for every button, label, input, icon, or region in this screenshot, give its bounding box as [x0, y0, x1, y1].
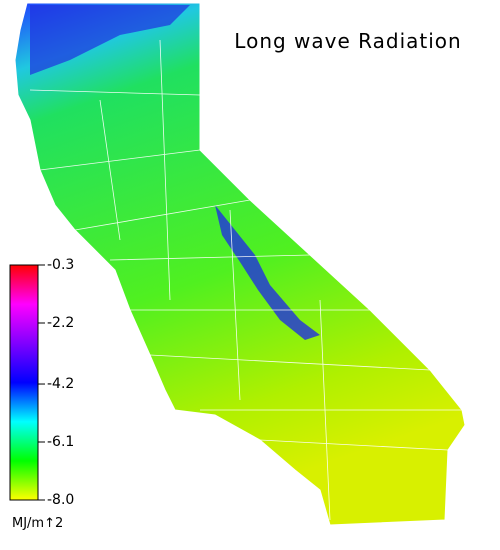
colorbar-tick-label: -0.3 [47, 257, 74, 273]
north-highs [30, 5, 190, 75]
colorbar-tick-label: -8.0 [47, 492, 74, 508]
sierra-highs [215, 205, 320, 340]
california-map [14, 2, 466, 526]
colorbar-unit: MJ/m↑2 [12, 516, 63, 531]
colorbar-tick-label: -4.2 [47, 376, 74, 392]
county-lines [29, 39, 462, 521]
colorbar-scale [9, 264, 39, 501]
colorbar: -0.3 -2.2 -4.2 -6.1 -8.0 [9, 257, 74, 508]
colorbar-tick-label: -6.1 [47, 434, 74, 450]
state-shape [14, 2, 466, 526]
map-title: Long wave Radiation [234, 29, 461, 53]
colorbar-tick-label: -2.2 [47, 315, 74, 331]
